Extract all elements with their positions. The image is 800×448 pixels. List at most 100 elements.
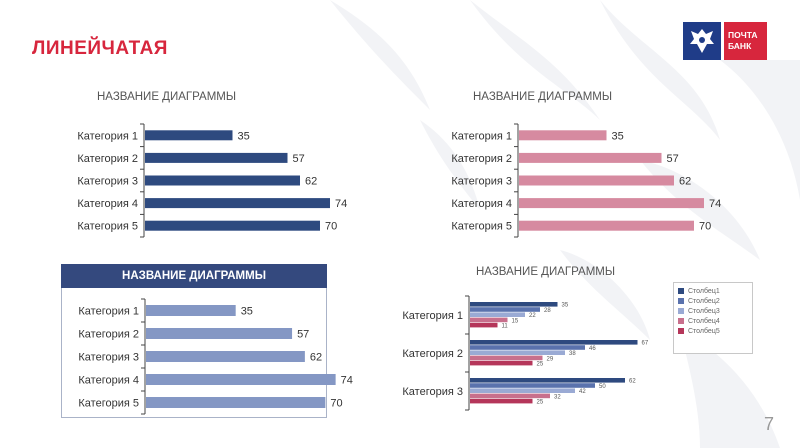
legend-label: Столбец5 [688,328,720,335]
data-label: 46 [589,346,596,352]
category-label: Категория 1 [78,306,139,318]
bar [146,328,292,339]
bar [470,323,498,328]
data-label: 57 [297,329,309,341]
data-label: 25 [537,400,544,406]
bar [470,361,533,366]
category-label: Категория 3 [78,352,139,364]
chart-1: Категория 1 35 Категория 2 57 Категория 3 62 К… [62,122,342,236]
legend-label: Столбец2 [688,298,720,305]
category-label: Категория 1 [77,130,138,142]
category-label: Категория 4 [77,198,138,210]
bar [145,221,320,231]
bar [470,394,550,399]
bar [519,176,674,186]
data-label: 28 [544,308,551,314]
category-label: Категория 2 [77,153,138,165]
data-label: 62 [629,379,636,385]
bar [145,198,330,208]
bar [470,318,508,323]
legend-item: Столбец3 [678,306,748,316]
data-label: 35 [612,130,624,142]
bar [470,350,565,355]
data-label: 57 [293,153,305,165]
bar [470,383,595,388]
bar [146,351,305,362]
category-label: Категория 3 [402,386,463,398]
category-label: Категория 5 [77,221,138,233]
bar [146,305,236,316]
data-label: 70 [699,221,711,233]
data-label: 62 [310,352,322,364]
data-label: 15 [512,318,519,324]
bar [470,307,540,312]
category-label: Категория 5 [78,398,139,410]
data-label: 25 [537,362,544,368]
data-label: 35 [562,303,569,309]
category-label: Категория 4 [451,198,512,210]
bar [146,397,325,408]
data-label: 74 [341,375,353,387]
bar [146,374,336,385]
data-label: 74 [709,198,721,210]
data-label: 67 [642,341,649,347]
bar [470,356,543,361]
data-label: 57 [667,153,679,165]
bar [519,153,662,163]
data-label: 42 [579,389,586,395]
bar [470,302,558,307]
bar [470,388,575,393]
data-label: 29 [547,356,554,362]
category-label: Категория 2 [402,348,463,360]
category-label: Категория 1 [402,310,463,322]
pochta-bank-logo: ПОЧТА БАНК [683,22,767,60]
data-label: 38 [569,351,576,357]
data-label: 70 [330,398,342,410]
legend-swatch [678,288,684,294]
data-label: 70 [325,221,337,233]
legend-swatch [678,318,684,324]
data-label: 35 [241,306,253,318]
legend-item: Столбец5 [678,326,748,336]
legend-item: Столбец4 [678,316,748,326]
data-label: 50 [599,384,606,390]
data-label: 62 [679,176,691,188]
legend-label: Столбец1 [688,288,720,295]
bar [519,198,704,208]
slide-title: ЛИНЕЙЧАТАЯ [32,38,168,60]
category-label: Категория 1 [451,130,512,142]
legend-label: Столбец3 [688,308,720,315]
data-label: 11 [502,324,509,330]
legend-swatch [678,328,684,334]
page-number: 7 [764,414,774,435]
bar [145,130,233,140]
data-label: 32 [554,394,561,400]
bar [145,153,288,163]
chart-2-title: НАЗВАНИЕ ДИАГРАММЫ [473,91,612,103]
chart-2: Категория 1 35 Категория 2 57 Категория 3 62 К… [436,122,716,236]
chart-1-title: НАЗВАНИЕ ДИАГРАММЫ [97,91,236,103]
bar [470,399,533,404]
chart-3-title: НАЗВАНИЕ ДИАГРАММЫ [122,270,266,282]
category-label: Категория 5 [451,221,512,233]
category-label: Категория 2 [451,153,512,165]
data-label: 35 [238,130,250,142]
legend-label: Столбец4 [688,318,720,325]
logo-line-1: ПОЧТА [728,30,767,41]
bar [145,176,300,186]
legend-item: Столбец2 [678,296,748,306]
category-label: Категория 2 [78,329,139,341]
category-label: Категория 3 [77,176,138,188]
bar [519,221,694,231]
bar [470,312,525,317]
bar [470,345,585,350]
chart-4-legend: Столбец1 Столбец2 Столбец3 Столбец4 Столбец5 [673,282,753,354]
chart-3-header: НАЗВАНИЕ ДИАГРАММЫ [61,264,327,288]
category-label: Категория 3 [451,176,512,188]
chart-3: Категория 1 35 Категория 2 57 Категория 3 62 К… [62,297,327,413]
legend-swatch [678,298,684,304]
logo-wordmark: ПОЧТА БАНК [724,22,767,60]
data-label: 22 [529,313,536,319]
category-label: Категория 4 [78,375,139,387]
